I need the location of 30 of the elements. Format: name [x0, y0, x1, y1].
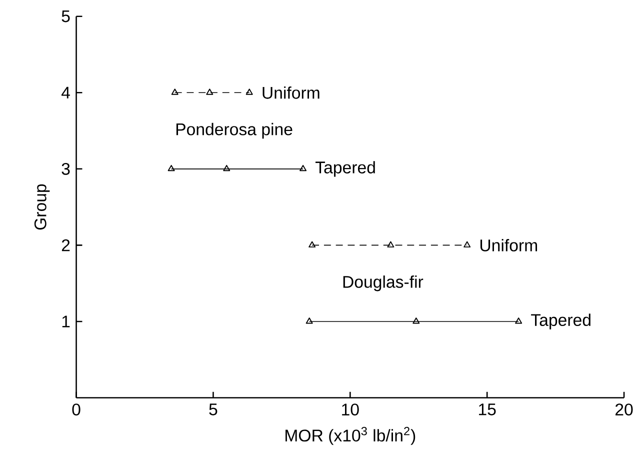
- annotation: Ponderosa pine: [176, 122, 292, 138]
- point: [300, 164, 307, 171]
- series-label: Tapered: [531, 313, 590, 330]
- point: [306, 317, 313, 324]
- point: [387, 241, 394, 248]
- x-tick-label: 20: [616, 403, 633, 416]
- point: [308, 241, 316, 248]
- y-tick-label: 5: [62, 10, 70, 22]
- point: [223, 164, 230, 171]
- y-tick-label: 3: [62, 162, 70, 175]
- x-tick-label: 10: [342, 403, 359, 416]
- y-axis-title: Group: [34, 184, 50, 230]
- point: [464, 241, 471, 248]
- series-label: Uniform: [262, 86, 320, 99]
- y-tick-label: 4: [61, 86, 70, 98]
- annotation: Douglas-fir: [343, 275, 424, 291]
- x-axis-title: MOR (x10$^{3}$ lb/in$^{2}$): [286, 426, 416, 445]
- point: [168, 164, 175, 171]
- point: [171, 88, 178, 95]
- x-tick-label: 5: [209, 403, 218, 416]
- point: [515, 317, 522, 324]
- point: [246, 88, 253, 95]
- y-tick-label: 1: [62, 315, 70, 328]
- point: [412, 317, 420, 324]
- y-tick-label: 2: [62, 239, 70, 251]
- x-tick-label: 0: [72, 403, 80, 416]
- x-tick-label: 15: [479, 403, 496, 416]
- series-label: Uniform: [480, 238, 538, 252]
- point: [206, 88, 214, 95]
- series-label: Tapered: [316, 160, 375, 177]
